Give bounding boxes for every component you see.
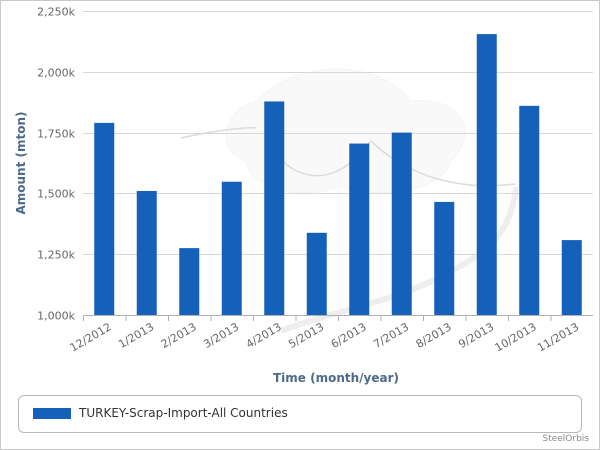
x-tick-label: 12/2012 (68, 320, 114, 354)
bar-2-2013[interactable] (179, 248, 200, 315)
bar-6-2013[interactable] (349, 143, 370, 315)
y-tick-label: 2,000k (37, 67, 75, 80)
legend: TURKEY-Scrap-Import-All Countries (18, 395, 582, 433)
x-tick-label: 9/2013 (456, 320, 496, 351)
x-tick-label: 6/2013 (329, 320, 369, 351)
bars (94, 34, 582, 316)
x-axis-title: Time (month/year) (273, 371, 399, 385)
legend-label[interactable]: TURKEY-Scrap-Import-All Countries (79, 406, 288, 420)
y-tick-label: 1,750k (37, 128, 75, 141)
bar-7-2013[interactable] (391, 132, 412, 315)
gridlines (83, 11, 593, 255)
bar-8-2013[interactable] (434, 201, 455, 315)
credit-text: SteelOrbis (542, 434, 589, 444)
bar-12-2012[interactable] (94, 122, 115, 315)
bar-5-2013[interactable] (306, 232, 327, 315)
y-tick-label: 1,250k (37, 249, 75, 262)
x-axis-ticks: 12/2012 1/2013 2/2013 3/2013 4/2013 5/2013 6/2… (68, 315, 581, 354)
y-tick-label: 1,000k (37, 310, 75, 323)
x-tick-label: 7/2013 (371, 320, 411, 351)
x-tick-label: 1/2013 (116, 320, 156, 351)
bar-10-2013[interactable] (519, 105, 540, 316)
x-tick-label: 2/2013 (159, 320, 199, 351)
y-tick-label: 1,500k (37, 188, 75, 201)
bar-4-2013[interactable] (264, 101, 285, 315)
bar-9-2013[interactable] (476, 34, 497, 315)
legend-swatch (33, 408, 71, 419)
y-axis-title: Amount (mton) (14, 111, 28, 214)
bar-1-2013[interactable] (136, 190, 157, 315)
y-axis-ticks: 1,000k 1,250k 1,500k 1,750k 2,000k 2,250k (37, 6, 75, 323)
x-tick-label: 11/2013 (535, 320, 581, 354)
x-tick-label: 3/2013 (201, 320, 241, 351)
x-tick-label: 8/2013 (414, 320, 454, 351)
bar-11-2013[interactable] (561, 240, 582, 315)
x-tick-label: 10/2013 (493, 320, 539, 354)
bar-3-2013[interactable] (221, 181, 242, 315)
x-tick-label: 4/2013 (244, 320, 284, 351)
y-tick-label: 2,250k (37, 6, 75, 19)
